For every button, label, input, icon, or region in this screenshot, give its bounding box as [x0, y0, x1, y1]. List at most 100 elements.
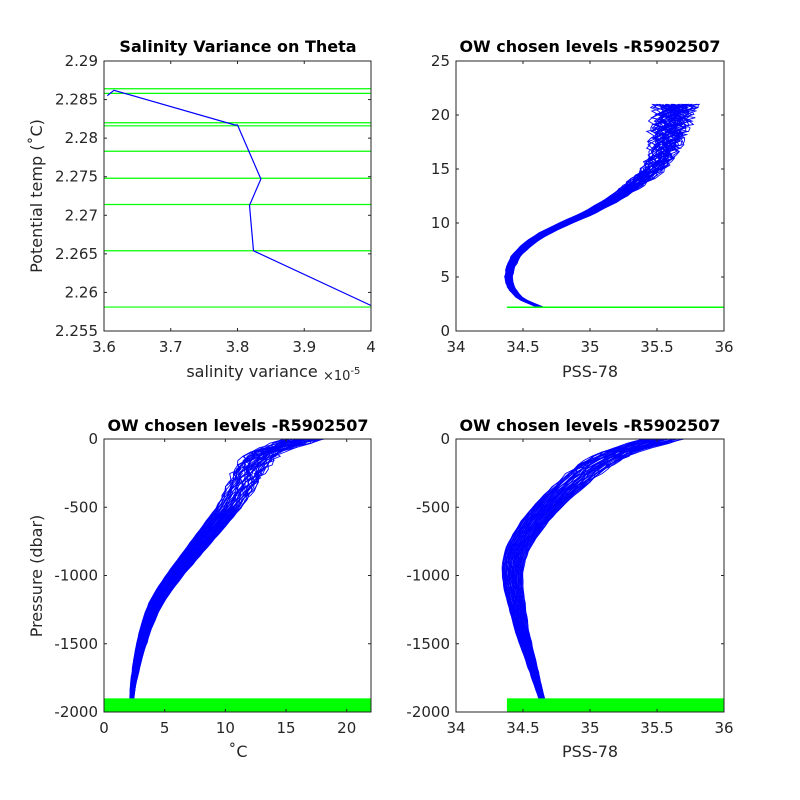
- chart-title: OW chosen levels -R5902507: [459, 37, 720, 56]
- x-ticks: 0 5 10 15 20: [99, 439, 356, 737]
- x-tick-label: 35: [580, 338, 599, 356]
- y-tick-label: 2.265: [55, 245, 98, 263]
- x-tick-label: 3.8: [226, 338, 250, 356]
- profile-line: [505, 103, 674, 308]
- x-ticks: 3.6 3.7 3.8 3.9 4: [92, 61, 376, 356]
- profile-line: [504, 103, 668, 308]
- y-tick-label: 2.26: [65, 283, 98, 301]
- profile-line: [130, 439, 299, 699]
- profile-line: [132, 439, 317, 699]
- y-tick-label: 25: [431, 52, 450, 70]
- x-axis-label: ˚C: [228, 742, 247, 761]
- x-axis-label: PSS-78: [562, 362, 618, 381]
- y-tick-label: 10: [431, 214, 450, 232]
- profile-line: [504, 103, 671, 308]
- y-ticks: 2.255 2.26 2.265 2.27 2.275 2.28 2.285 2.29: [55, 52, 371, 340]
- profile-line: [131, 439, 298, 699]
- panel-salinity-pressure: 34 34.5 35 35.5 36 -2000 -1500 -1000 -500 0 OW c…: [406, 416, 733, 761]
- x-tick-label: 10: [216, 719, 235, 737]
- axes-frame: [455, 60, 725, 332]
- x-tick-label: 5: [160, 719, 170, 737]
- y-tick-label: -500: [64, 498, 98, 516]
- chart-title: OW chosen levels -R5902507: [107, 416, 368, 435]
- y-tick-label: 0: [440, 322, 450, 340]
- y-ticks: -2000 -1500 -1000 -500 0: [406, 430, 724, 721]
- profile-line: [521, 439, 684, 699]
- profile-line: [130, 439, 295, 699]
- green-level-band: [104, 698, 371, 712]
- profile-line: [130, 439, 288, 699]
- x-axis-label: PSS-78: [562, 742, 618, 761]
- profile-line: [131, 439, 302, 699]
- x-tick-label: 35.5: [640, 719, 673, 737]
- profile-line: [131, 439, 304, 699]
- y-tick-label: 5: [440, 268, 450, 286]
- profile-line: [129, 439, 287, 699]
- y-tick-label: 0: [88, 430, 98, 448]
- profile-lines: [504, 103, 700, 308]
- profile-line: [131, 439, 306, 699]
- profile-line: [518, 439, 677, 699]
- profile-line: [507, 439, 653, 699]
- profile-line: [520, 439, 678, 699]
- profile-line: [132, 439, 308, 699]
- profile-line: [518, 439, 677, 699]
- profile-line: [521, 439, 685, 699]
- y-tick-label: 2.29: [65, 52, 98, 70]
- y-tick-label: 2.255: [55, 322, 98, 340]
- profile-line: [518, 439, 678, 699]
- profile-line: [517, 439, 673, 699]
- y-tick-label: 2.28: [65, 129, 98, 147]
- profile-line: [511, 103, 699, 308]
- x-tick-label: 3.6: [92, 338, 116, 356]
- profile-line: [131, 439, 298, 699]
- x-tick-label: 15: [276, 719, 295, 737]
- profile-line: [132, 439, 312, 699]
- x-axis-label: salinity variance: [186, 362, 317, 381]
- profile-line: [131, 439, 312, 699]
- profile-line: [130, 439, 290, 699]
- chart-title: Salinity Variance on Theta: [119, 37, 356, 56]
- profile-line: [132, 439, 311, 699]
- x-tick-label: 34.5: [506, 719, 539, 737]
- profile-line: [520, 439, 676, 699]
- profile-line: [129, 439, 290, 699]
- x-tick-label: 34: [446, 719, 465, 737]
- y-axis-label: Potential temp (˚C): [27, 119, 46, 273]
- y-tick-label: -2000: [54, 703, 98, 721]
- profile-line: [130, 439, 300, 699]
- x-tick-label: 4: [366, 338, 376, 356]
- profile-lines: [129, 439, 325, 699]
- green-level-band: [506, 698, 724, 712]
- profile-line: [133, 439, 324, 699]
- profile-line: [132, 439, 316, 699]
- panel-salinity-variance: 3.6 3.7 3.8 3.9 4 2.2552.262.2652.272.2752.2…: [27, 37, 376, 384]
- profile-line: [517, 439, 678, 699]
- x-tick-label: 20: [337, 719, 356, 737]
- y-tick-label: -1500: [54, 635, 98, 653]
- profile-line: [129, 439, 285, 699]
- x-ticks: 34 34.5 35 35.5 36: [446, 61, 734, 356]
- green-level-band: [506, 698, 724, 712]
- x-tick-label: 3.7: [159, 338, 183, 356]
- profile-line: [505, 103, 677, 308]
- y-tick-label: 2.27: [65, 206, 98, 224]
- x-tick-label: 3.9: [292, 338, 316, 356]
- profile-line: [506, 103, 675, 308]
- x-tick-label: 36: [714, 338, 733, 356]
- profile-line: [131, 439, 306, 699]
- y-tick-label: -2000: [406, 703, 450, 721]
- y-tick-label: 2.285: [55, 91, 98, 109]
- profile-line: [516, 439, 675, 699]
- y-tick-label: -1000: [406, 567, 450, 585]
- profile-line: [131, 439, 306, 699]
- y-tick-label: -1000: [54, 567, 98, 585]
- profile-line: [506, 103, 677, 308]
- profile-line: [505, 103, 674, 308]
- profile-line: [504, 103, 665, 308]
- x-tick-label: 34.5: [506, 338, 539, 356]
- profile-line: [131, 439, 303, 699]
- panel-temperature-pressure: 0 5 10 15 20 -2000 -1500 -1000 -500 0 OW chosen …: [27, 416, 372, 761]
- profile-line: [132, 439, 316, 699]
